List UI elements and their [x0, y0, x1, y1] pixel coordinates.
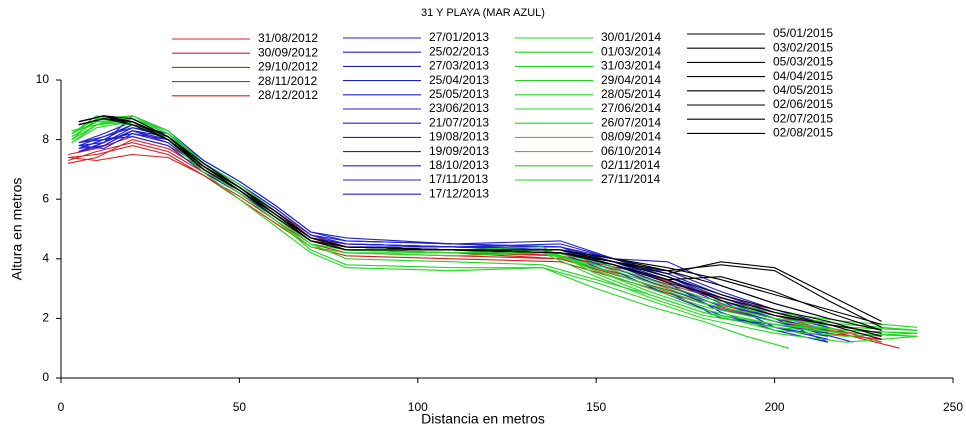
chart-title: 31 Y PLAYA (MAR AZUL) — [421, 7, 545, 19]
profile-line — [78, 118, 882, 340]
profile-line — [71, 121, 918, 337]
legend-label: 27/03/2013 — [429, 59, 489, 73]
y-tick-label: 2 — [42, 311, 49, 325]
legend-label: 02/11/2014 — [601, 158, 660, 172]
legend-label: 06/10/2014 — [601, 144, 661, 158]
legend-label: 25/04/2013 — [429, 73, 489, 87]
y-axis-label: Altura en metros — [9, 178, 25, 281]
profile-line — [71, 121, 918, 343]
profile-line — [78, 130, 829, 325]
x-tick-label: 200 — [765, 400, 785, 414]
legend-label: 28/12/2012 — [258, 88, 318, 102]
legend-label: 04/05/2015 — [773, 83, 833, 97]
profile-line — [71, 121, 918, 337]
legend-label: 30/01/2014 — [601, 30, 661, 44]
legend-label: 27/06/2014 — [601, 101, 661, 115]
y-tick-label: 0 — [42, 370, 49, 384]
legend-label: 02/06/2015 — [773, 97, 833, 111]
legend-label: 29/04/2014 — [601, 73, 661, 87]
legend-label: 17/12/2013 — [429, 186, 489, 200]
x-tick-label: 150 — [586, 400, 606, 414]
x-axis-label: Distancia en metros — [421, 411, 545, 427]
y-tick-label: 4 — [42, 251, 49, 265]
legend-label: 25/02/2013 — [429, 44, 489, 58]
legend-label: 05/03/2015 — [773, 55, 833, 69]
profile-line — [71, 115, 918, 328]
legend-label: 28/05/2014 — [601, 87, 661, 101]
legend-label: 26/07/2014 — [601, 115, 661, 129]
legend-label: 04/04/2015 — [773, 69, 833, 83]
profile-line — [71, 118, 918, 334]
legend-label: 27/11/2014 — [601, 172, 660, 186]
legend-label: 25/05/2013 — [429, 87, 489, 101]
x-tick-label: 0 — [58, 400, 65, 414]
legend-label: 19/09/2013 — [429, 144, 489, 158]
y-tick-label: 6 — [42, 191, 49, 205]
legend-label: 18/10/2013 — [429, 158, 489, 172]
profile-line — [78, 130, 829, 340]
legend-label: 08/09/2014 — [601, 130, 661, 144]
legend-label: 28/11/2012 — [258, 74, 317, 88]
legend-label: 17/11/2013 — [429, 172, 488, 186]
x-tick-label: 50 — [233, 400, 247, 414]
legend-label: 31/08/2012 — [258, 31, 318, 45]
y-tick-label: 10 — [36, 72, 50, 86]
profile-line — [71, 121, 918, 337]
legend-label: 30/09/2012 — [258, 45, 318, 59]
legend-label: 02/08/2015 — [773, 126, 833, 140]
profile-line — [71, 118, 918, 334]
legend-label: 01/03/2014 — [601, 44, 661, 58]
legend-label: 31/03/2014 — [601, 59, 661, 73]
x-tick-label: 250 — [943, 400, 963, 414]
legend-label: 27/01/2013 — [429, 30, 489, 44]
legend-label: 03/02/2015 — [773, 40, 833, 54]
y-tick-label: 8 — [42, 132, 49, 146]
legend-label: 02/07/2015 — [773, 111, 833, 125]
legend-label: 21/07/2013 — [429, 115, 489, 129]
legend-label: 19/08/2013 — [429, 130, 489, 144]
legend-label: 05/01/2015 — [773, 26, 833, 40]
legend-label: 29/10/2012 — [258, 60, 318, 74]
x-tick-label: 100 — [408, 400, 428, 414]
legend-label: 23/06/2013 — [429, 101, 489, 115]
profile-line — [78, 115, 882, 337]
